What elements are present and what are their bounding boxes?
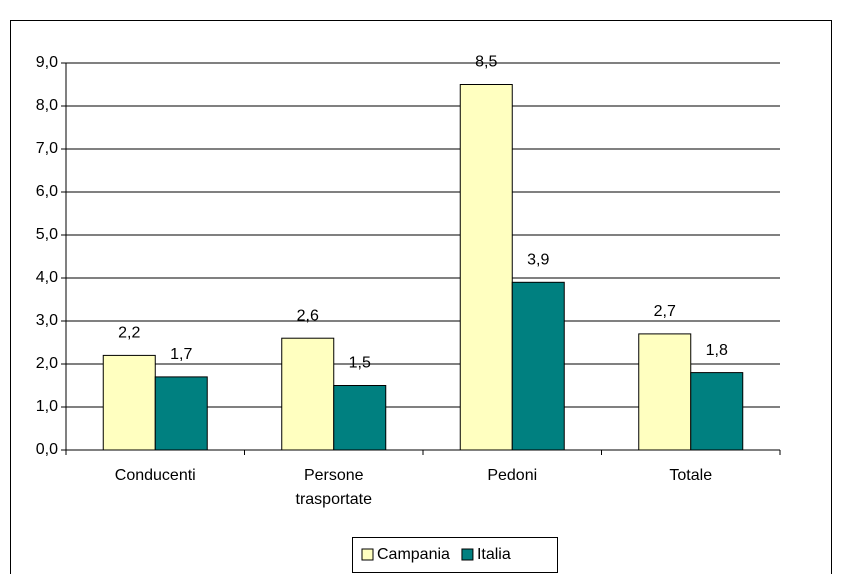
y-tick-label: 7,0 [36,140,58,157]
data-label: 1,8 [706,342,728,359]
x-tick-label-box: Pedoni [487,467,538,484]
bar [638,333,692,451]
y-tick-label: 5,0 [36,226,58,243]
y-tick-label: 9,0 [36,54,58,71]
x-tick-label: Totale [669,467,713,484]
x-tick-label-box: Persone trasportate [295,467,372,508]
data-label: 2,7 [654,303,676,320]
x-tick-label-box: Totale [669,467,713,484]
y-tick-label: 0,0 [36,441,58,458]
data-label: 3,9 [527,252,549,269]
bar [690,372,744,451]
y-tick-label: 6,0 [36,183,58,200]
x-tick-label: Persone trasportate [295,467,372,508]
legend-label: Italia [477,546,511,563]
data-label: 2,6 [297,307,319,324]
y-tick-label: 1,0 [36,398,58,415]
legend-frame [352,537,558,573]
bar [102,354,156,451]
x-tick-label: Pedoni [487,467,538,484]
bar [333,385,387,451]
bar [459,84,513,451]
legend-swatch [461,548,474,561]
data-label: 1,7 [170,346,192,363]
chart-frame [10,20,832,574]
x-tick-label: Conducenti [114,467,196,484]
data-label: 1,5 [349,355,371,372]
data-label: 8,5 [475,54,497,71]
x-tick-label-box: Conducenti [114,467,196,484]
bar [154,376,208,451]
y-tick-label: 2,0 [36,355,58,372]
legend: Campania Italia [352,537,558,573]
legend-swatch [361,548,374,561]
bar [511,281,565,451]
bar [281,337,335,451]
legend-label: Campania [377,546,450,563]
y-tick-label: 8,0 [36,97,58,114]
y-tick-label: 4,0 [36,269,58,286]
data-label: 2,2 [118,325,140,342]
y-tick-label: 3,0 [36,312,58,329]
